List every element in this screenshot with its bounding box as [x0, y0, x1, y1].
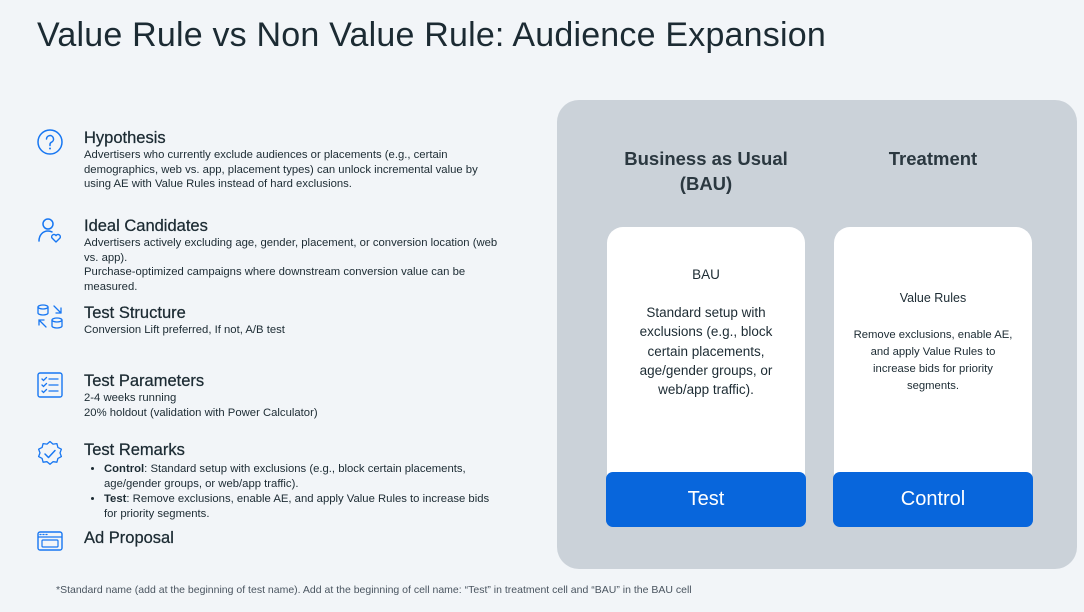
treatment-card: Value Rules Remove exclusions, enable AE…	[834, 227, 1032, 497]
test-button[interactable]: Test	[606, 472, 806, 527]
test-parameters-line-1: 2-4 weeks running	[84, 392, 177, 404]
browser-window-icon	[36, 528, 64, 556]
comparison-panel: Business as Usual (BAU) Treatment BAU St…	[557, 100, 1077, 569]
bau-card-description: Standard setup with exclusions (e.g., bl…	[639, 305, 773, 398]
page-title: Value Rule vs Non Value Rule: Audience E…	[37, 16, 826, 54]
treatment-card-name: Value Rules	[899, 291, 967, 305]
remark-label-test: Test	[104, 493, 127, 506]
remark-text-test: : Remove exclusions, enable AE, and appl…	[104, 493, 490, 520]
test-remarks-list: Control: Standard setup with exclusions …	[84, 462, 504, 521]
ideal-candidates-line-2: Purchase-optimized campaigns where downs…	[84, 266, 466, 293]
badge-check-icon	[36, 440, 64, 468]
ideal-candidates-line-1: Advertisers actively excluding age, gend…	[84, 237, 498, 264]
user-heart-icon	[36, 216, 64, 244]
list-item: Control: Standard setup with exclusions …	[104, 462, 504, 491]
test-parameters-line-2: 20% holdout (validation with Power Calcu…	[84, 406, 318, 419]
treatment-card-description: Remove exclusions, enable AE, and apply …	[853, 329, 1013, 392]
test-parameters-heading: Test Parameters	[84, 372, 205, 390]
bau-column-header: Business as Usual (BAU)	[624, 148, 788, 194]
control-button[interactable]: Control	[833, 472, 1033, 527]
footnote: *Standard name (add at the beginning of …	[56, 584, 692, 596]
remark-text-control: : Standard setup with exclusions (e.g., …	[104, 463, 466, 490]
ad-proposal-heading: Ad Proposal	[84, 529, 174, 547]
structure-icon	[36, 303, 64, 331]
question-circle-icon	[36, 128, 64, 156]
test-remarks-heading: Test Remarks	[84, 441, 185, 459]
test-structure-text: Conversion Lift preferred, If not, A/B t…	[84, 324, 285, 336]
ideal-candidates-heading: Ideal Candidates	[84, 217, 208, 235]
list-item: Test: Remove exclusions, enable AE, and …	[104, 492, 504, 521]
bau-card-name: BAU	[692, 267, 720, 282]
hypothesis-text: Advertisers who currently exclude audien…	[84, 149, 478, 191]
bau-card: BAU Standard setup with exclusions (e.g.…	[607, 227, 805, 497]
remark-label-control: Control	[104, 463, 145, 475]
hypothesis-heading: Hypothesis	[84, 129, 166, 147]
treatment-column-header: Treatment	[888, 148, 978, 169]
test-structure-heading: Test Structure	[84, 304, 186, 322]
checklist-icon	[36, 371, 64, 399]
